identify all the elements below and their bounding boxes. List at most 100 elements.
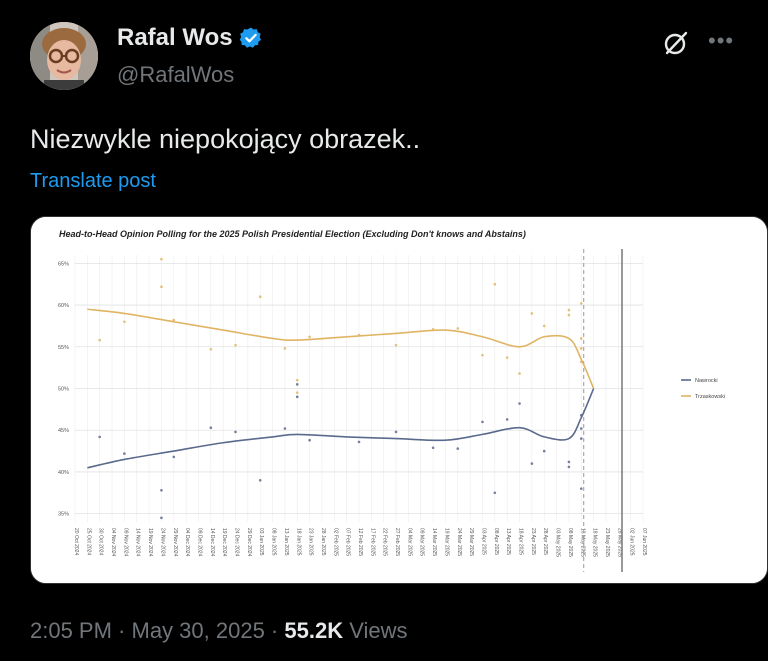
author-handle[interactable]: @RafalWos: [117, 62, 235, 87]
translate-post-link[interactable]: Translate post: [30, 170, 156, 192]
x-tick-label: 24 Mar 2025: [456, 528, 462, 556]
x-tick-label: 19 Nov 2024: [147, 528, 153, 557]
nawrocki-poll-point: [172, 455, 176, 459]
trzaskowski-poll-point: [160, 285, 163, 289]
x-tick-label: 29 Dec 2024: [246, 528, 252, 557]
nawrocki-poll-point: [579, 427, 583, 430]
grok-icon[interactable]: [663, 30, 689, 56]
nawrocki-poll-point: [518, 402, 521, 405]
post-text: Niezwykle niepokojący obrazek..: [30, 124, 421, 154]
x-tick-label: 02 Feb 2025: [332, 528, 338, 556]
verified-badge-icon: [239, 27, 261, 48]
chart-grid: [74, 255, 644, 522]
y-tick-label: 50%: [58, 387, 69, 393]
views-count: 55.2K: [284, 618, 344, 643]
x-tick-label: 23 Apr 2025: [530, 528, 536, 555]
nawrocki-legend-label: Nawrocki: [695, 378, 718, 384]
trzaskowski-poll-point: [209, 347, 213, 351]
more-icon[interactable]: •••: [708, 28, 735, 53]
x-tick-label: 08 May 2025: [567, 528, 573, 557]
x-tick-label: 24 Dec 2024: [234, 528, 240, 557]
x-tick-label: 08 Apr 2025: [493, 528, 499, 555]
x-tick-label: 13 May 2025: [579, 528, 585, 557]
y-tick-label: 45%: [58, 428, 69, 434]
x-tick-label: 07 Feb 2025: [345, 528, 351, 556]
nawrocki-poll-point: [295, 395, 299, 399]
x-tick-label: 12 Feb 2025: [357, 528, 363, 556]
y-tick-label: 35%: [58, 512, 69, 518]
x-tick-label: 14 Mar 2025: [431, 528, 437, 556]
post-date[interactable]: May 30, 2025: [131, 618, 265, 643]
post-meta: 2:05 PM · May 30, 2025 · 55.2K Views: [30, 618, 408, 644]
nawrocki-poll-point: [579, 437, 583, 440]
nawrocki-poll-point: [505, 418, 509, 421]
y-tick-label: 60%: [58, 303, 69, 309]
avatar[interactable]: [30, 22, 98, 90]
trzaskowski-poll-point: [493, 282, 497, 286]
trzaskowski-legend-label: Trzaskowski: [695, 394, 725, 400]
post-media-image[interactable]: Head-to-Head Opinion Polling for the 202…: [30, 216, 768, 584]
trzaskowski-poll-point: [542, 324, 546, 328]
trzaskowski-poll-point: [123, 320, 126, 324]
x-tick-label: 03 Apr 2025: [480, 528, 486, 555]
nawrocki-poll-point: [283, 427, 287, 430]
y-axis: 65% 60% 55% 50% 45% 40% 35%: [58, 261, 69, 517]
x-tick-label: 29 Mar 2025: [468, 528, 474, 556]
trzaskowski-poll-point: [172, 318, 176, 322]
trzaskowski-poll-point: [394, 343, 398, 347]
x-tick-label: 14 Dec 2024: [209, 528, 215, 557]
nawrocki-poll-point: [123, 452, 126, 455]
x-tick-label: 04 Nov 2024: [110, 528, 116, 557]
trzaskowski-poll-point: [505, 356, 509, 359]
x-tick-label: 19 Mar 2025: [443, 528, 449, 556]
trzaskowski-poll-point: [567, 308, 571, 312]
x-tick-label: 23 Jan 2025: [308, 528, 314, 556]
y-tick-label: 65%: [58, 261, 69, 267]
x-axis: 20 Oct 2024 25 Oct 2024 30 Oct 2024 04 Nov …: [73, 528, 647, 557]
trzaskowski-poll-point: [579, 337, 583, 340]
x-tick-label: 22 Feb 2025: [382, 528, 388, 556]
nawrocki-poll-point: [456, 447, 460, 450]
trzaskowski-poll-point: [579, 347, 583, 350]
x-tick-label: 19 Dec 2024: [221, 528, 227, 557]
x-tick-label: 25 Oct 2024: [85, 528, 91, 555]
x-tick-label: 18 May 2025: [592, 528, 598, 557]
nawrocki-poll-point: [493, 491, 497, 495]
nawrocki-poll-point: [258, 478, 262, 482]
post-time[interactable]: 2:05 PM: [30, 618, 112, 643]
trend-lines: [87, 308, 595, 469]
trzaskowski-poll-point: [295, 391, 299, 394]
meta-separator: ·: [111, 618, 132, 643]
nawrocki-poll-point: [160, 488, 163, 492]
nawrocki-poll-point: [530, 462, 534, 465]
meta-separator: ·: [264, 618, 285, 643]
nawrocki-poll-point: [431, 446, 435, 450]
x-tick-label: 09 Dec 2024: [196, 528, 202, 557]
trzaskowski-poll-point: [295, 378, 299, 382]
x-tick-label: 04 Mar 2025: [406, 528, 412, 556]
x-tick-label: 18 Apr 2025: [518, 528, 524, 555]
nawrocki-poll-point: [542, 449, 546, 453]
x-tick-label: 02 Jun 2025: [629, 528, 635, 556]
trzaskowski-poll-point: [530, 312, 534, 315]
x-tick-label: 14 Nov 2024: [135, 528, 141, 557]
x-tick-label: 28 Jan 2025: [320, 528, 326, 556]
y-tick-label: 55%: [58, 345, 69, 351]
nawrocki-poll-point: [567, 460, 571, 464]
author-row: Rafal Wos: [117, 24, 263, 52]
x-tick-label: 24 Nov 2024: [159, 528, 165, 557]
x-tick-label: 28 Apr 2025: [542, 528, 548, 555]
x-tick-label: 27 Feb 2025: [394, 528, 400, 556]
trzaskowski-poll-point: [283, 347, 287, 350]
author-name[interactable]: Rafal Wos: [117, 24, 233, 51]
nawrocki-poll-point: [579, 487, 583, 490]
x-tick-label: 23 May 2025: [604, 528, 610, 557]
x-tick-label: 08 Jan 2025: [271, 528, 277, 556]
nawrocki-trend-line: [87, 388, 595, 469]
trzaskowski-poll-point: [160, 257, 163, 261]
trzaskowski-poll-point: [258, 295, 262, 299]
x-tick-label: 13 Jan 2025: [283, 528, 289, 556]
poll-points: [98, 257, 583, 520]
trzaskowski-poll-point: [234, 343, 237, 347]
chart-background: [31, 217, 767, 583]
